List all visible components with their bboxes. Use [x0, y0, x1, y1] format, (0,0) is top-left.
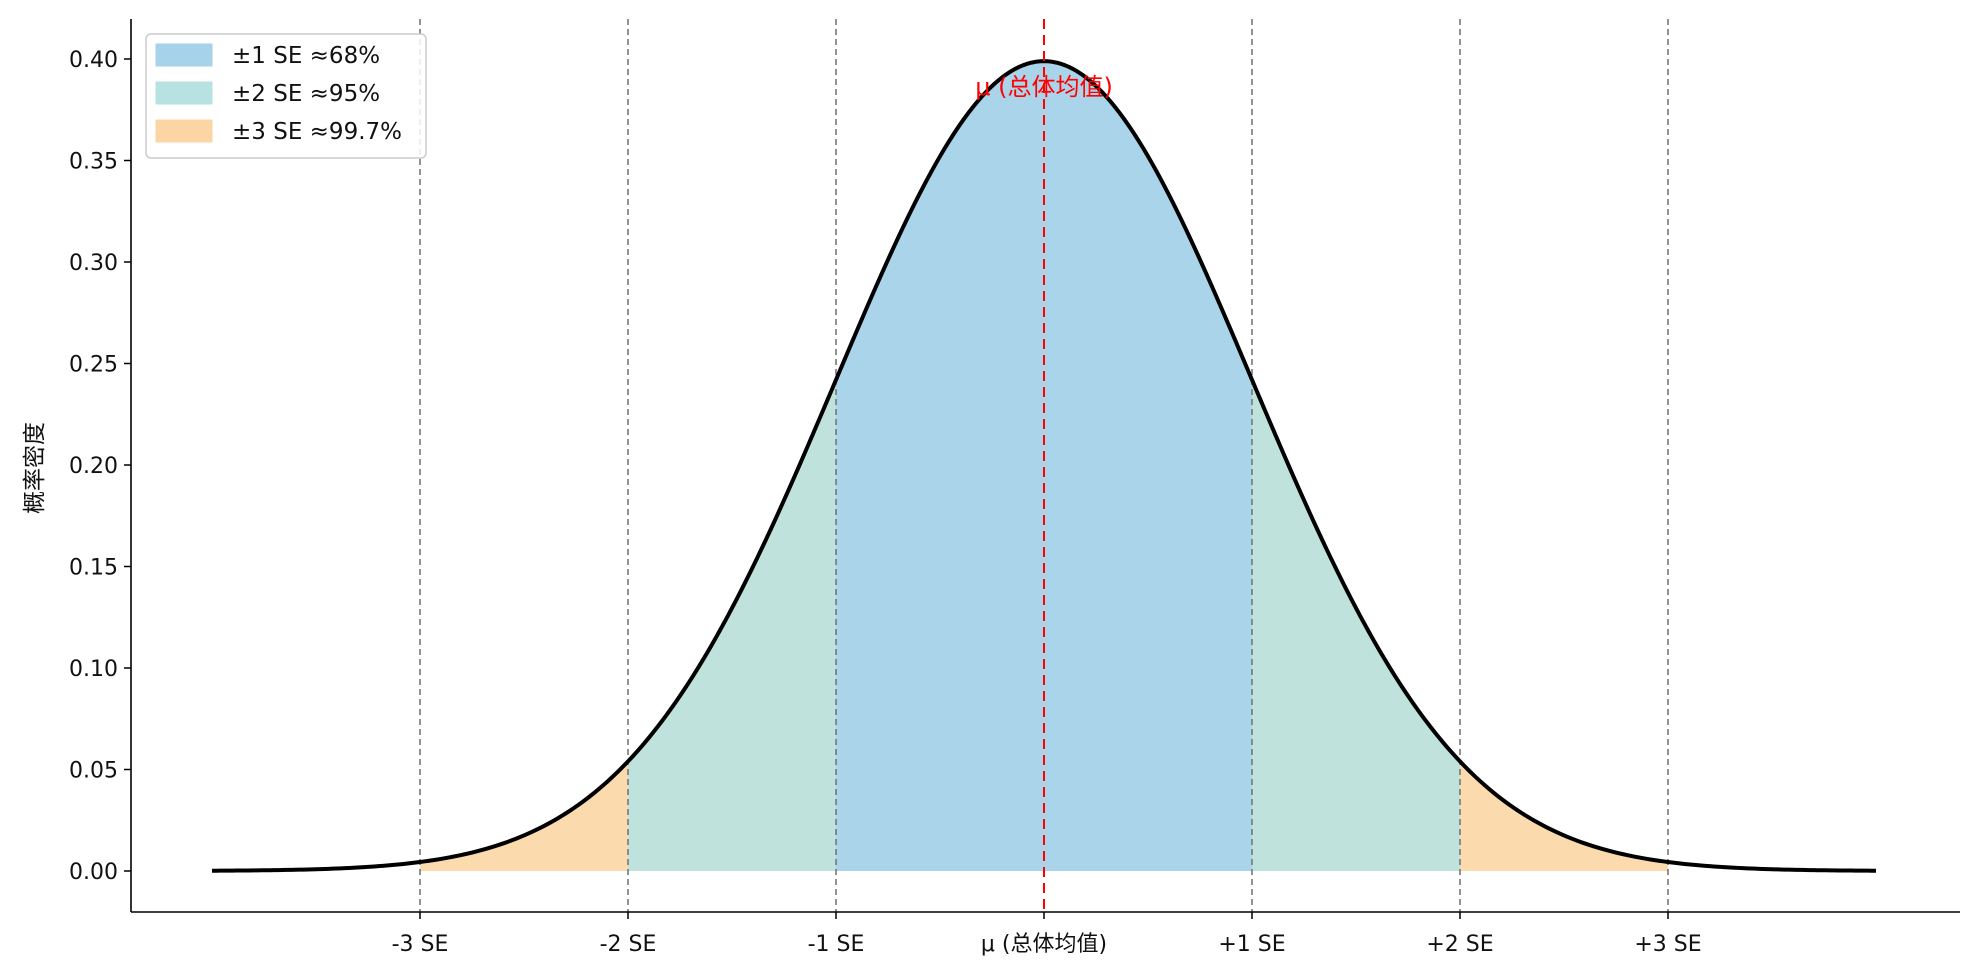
legend: ±1 SE ≈68% ±2 SE ≈95% ±3 SE ≈99.7%: [145, 33, 427, 159]
y-tick-label: 0.40: [69, 48, 118, 73]
y-tick-label: 0.00: [69, 860, 118, 885]
x-tick-label: +2 SE: [1426, 932, 1493, 957]
x-tick-label: -2 SE: [600, 932, 657, 957]
y-tick-label: 0.25: [69, 353, 118, 378]
x-tick-label: μ (总体均值): [981, 932, 1107, 957]
x-ticks: -3 SE -2 SE -1 SE μ (总体均值) +1 SE +2 SE +3 SE: [392, 912, 1702, 957]
legend-swatch: [155, 43, 213, 67]
x-tick-label: +1 SE: [1218, 932, 1285, 957]
legend-label: ±1 SE ≈68%: [232, 43, 380, 69]
y-tick-label: 0.15: [69, 556, 118, 581]
mean-label: μ (总体均值): [975, 73, 1113, 101]
legend-swatch: [155, 119, 213, 143]
y-tick-label: 0.05: [69, 759, 118, 784]
y-tick-label: 0.20: [69, 454, 118, 479]
x-tick-label: -1 SE: [808, 932, 865, 957]
density-curve: [211, 59, 1877, 873]
legend-swatch: [155, 81, 213, 105]
legend-box: [145, 33, 427, 159]
x-tick-label: -3 SE: [392, 932, 449, 957]
legend-label: ±2 SE ≈95%: [232, 81, 380, 107]
y-tick-label: 0.30: [69, 251, 118, 276]
band-1se: [836, 61, 1252, 871]
x-tick-label: +3 SE: [1634, 932, 1701, 957]
y-axis-title: 概率密度: [22, 422, 48, 514]
y-ticks: 0.00 0.05 0.10 0.15 0.20 0.25 0.30 0.35 0.40: [69, 48, 131, 885]
y-tick-label: 0.10: [69, 657, 118, 682]
legend-items: ±1 SE ≈68% ±2 SE ≈95% ±3 SE ≈99.7%: [155, 43, 402, 145]
se-bands: [420, 61, 1668, 871]
legend-label: ±3 SE ≈99.7%: [232, 119, 402, 145]
y-tick-label: 0.35: [69, 150, 118, 175]
